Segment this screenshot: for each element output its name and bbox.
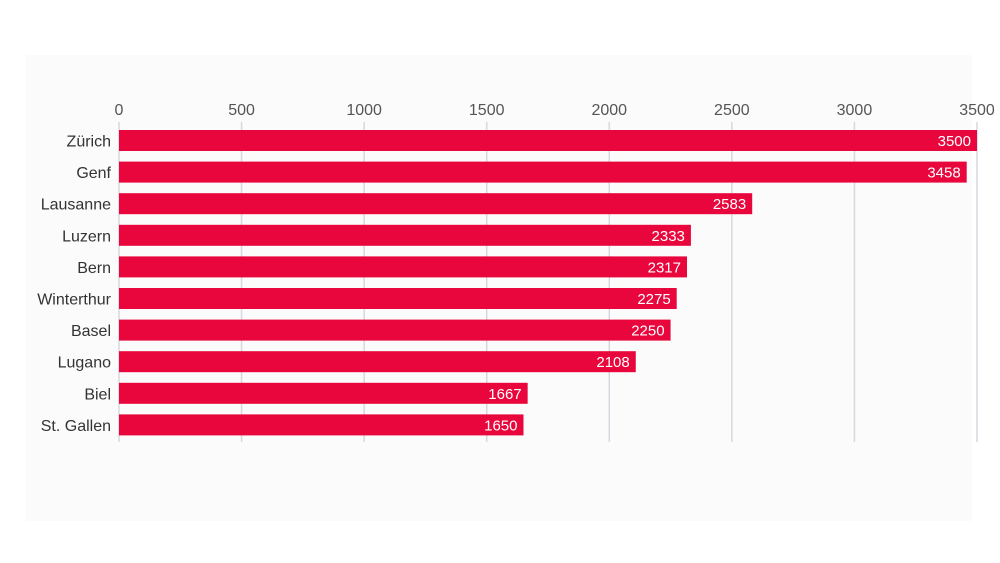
bar <box>119 193 753 215</box>
bar <box>119 382 528 404</box>
x-tick-label: 500 <box>228 102 255 119</box>
category-labels: Zürich Genf Lausanne Luzern Bern Winterthur Ba… <box>37 134 111 435</box>
data-label: 3458 <box>927 165 960 182</box>
bar <box>119 414 524 436</box>
data-label: 2108 <box>596 354 629 371</box>
category-label: Winterthur <box>37 292 111 309</box>
data-label: 2317 <box>648 259 681 276</box>
category-label: Biel <box>84 386 111 403</box>
data-label: 2250 <box>631 323 664 340</box>
category-label: Genf <box>76 165 111 182</box>
bar <box>119 288 677 309</box>
data-label: 2275 <box>637 291 670 308</box>
bar <box>119 130 977 151</box>
data-label: 3500 <box>938 133 971 150</box>
data-label: 2583 <box>713 196 746 213</box>
category-label: Zürich <box>67 134 111 151</box>
x-axis-ticks: 0 500 1000 1500 2000 2500 3000 3500 <box>115 102 995 119</box>
x-tick-label: 0 <box>115 102 124 119</box>
category-label: Lugano <box>58 355 111 372</box>
bar <box>119 224 691 246</box>
bar <box>119 256 687 278</box>
x-tick-label: 1500 <box>469 102 505 119</box>
category-label: Luzern <box>62 228 111 245</box>
category-label: St. Gallen <box>41 418 111 435</box>
category-label: Lausanne <box>41 197 111 214</box>
x-tick-label: 3500 <box>959 102 995 119</box>
bar <box>119 161 967 183</box>
bar <box>119 319 671 341</box>
x-tick-label: 2500 <box>714 102 750 119</box>
x-tick-label: 3000 <box>837 102 873 119</box>
category-label: Basel <box>71 323 111 340</box>
x-tick-label: 1000 <box>346 102 382 119</box>
data-label: 1650 <box>484 417 517 434</box>
bar <box>119 351 636 373</box>
category-label: Bern <box>77 260 111 277</box>
data-label: 2333 <box>652 228 685 245</box>
bars <box>119 130 977 436</box>
data-label: 1667 <box>488 386 521 403</box>
x-tick-label: 2000 <box>591 102 627 119</box>
